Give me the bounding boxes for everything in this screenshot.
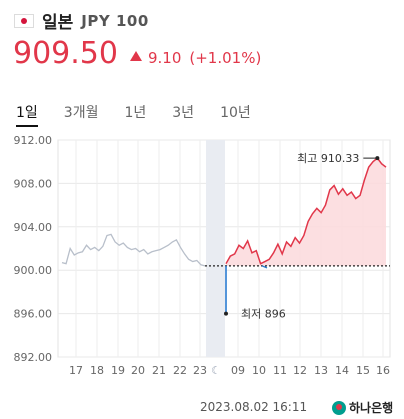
timestamp: 2023.08.02 16:11 [200, 400, 308, 414]
price-change-percent: (+1.01%) [189, 49, 262, 67]
brand-name: 하나은행 [349, 401, 394, 415]
max-label: 최고 910.33 [297, 152, 359, 165]
x-tick-label: 14 [335, 364, 349, 377]
moon-icon: ☾ [211, 364, 221, 377]
previous-session-line [61, 233, 206, 267]
y-tick-label: 900.00 [14, 264, 53, 277]
min-label: 최저 896 [241, 308, 286, 321]
high-point [375, 156, 380, 161]
dip-marker [261, 265, 268, 269]
japan-flag-icon [14, 13, 34, 28]
overnight-band [206, 140, 225, 357]
tab-10-years[interactable]: 10년 [220, 105, 251, 121]
tab-1-day[interactable]: 1일 [16, 102, 38, 127]
x-tick-label: 23 [193, 364, 207, 377]
y-tick-label: 912.00 [14, 134, 53, 147]
up-triangle-icon [129, 51, 142, 61]
x-tick-label: 20 [131, 364, 145, 377]
gain-area [226, 158, 386, 266]
y-tick-label: 892.00 [14, 351, 53, 364]
x-tick-label: 12 [293, 364, 307, 377]
low-point [224, 311, 228, 316]
period-tabs: 1일 3개월 1년 3년 10년 [16, 102, 277, 127]
country-name: 일본 [42, 13, 74, 33]
tab-3-months[interactable]: 3개월 [63, 105, 99, 121]
currency-code: JPY 100 [81, 11, 149, 30]
x-tick-label: 11 [273, 364, 287, 377]
price-change: 9.10 [147, 49, 182, 67]
hana-bank-logo: 하나은행 [332, 399, 393, 416]
header: 일본 JPY 100 [14, 8, 149, 33]
quote-row: 909.50 9.10 (+1.01%) [13, 36, 261, 71]
y-tick-label: 908.00 [14, 177, 53, 190]
hana-bank-logo-icon [332, 400, 346, 415]
x-tick-label: 13 [314, 364, 328, 377]
x-tick-label: 09 [231, 364, 245, 377]
y-tick-label: 904.00 [14, 221, 53, 234]
exchange-rate-chart[interactable]: 912.00 908.00 904.00 900.00 896.00 892.00 17 18… [0, 128, 404, 390]
current-price: 909.50 [13, 36, 118, 71]
x-tick-label: 15 [356, 364, 370, 377]
current-session-line [225, 157, 387, 265]
tab-1-year[interactable]: 1년 [124, 105, 147, 121]
x-tick-label: 10 [252, 364, 266, 377]
y-tick-label: 896.00 [14, 308, 53, 321]
x-tick-label: 19 [111, 364, 125, 377]
x-tick-label: 21 [152, 364, 166, 377]
x-tick-label: 18 [90, 364, 104, 377]
x-tick-label: 22 [173, 364, 187, 377]
x-tick-label: 16 [376, 364, 390, 377]
tab-3-years[interactable]: 3년 [172, 105, 195, 121]
x-tick-label: 17 [69, 364, 83, 377]
